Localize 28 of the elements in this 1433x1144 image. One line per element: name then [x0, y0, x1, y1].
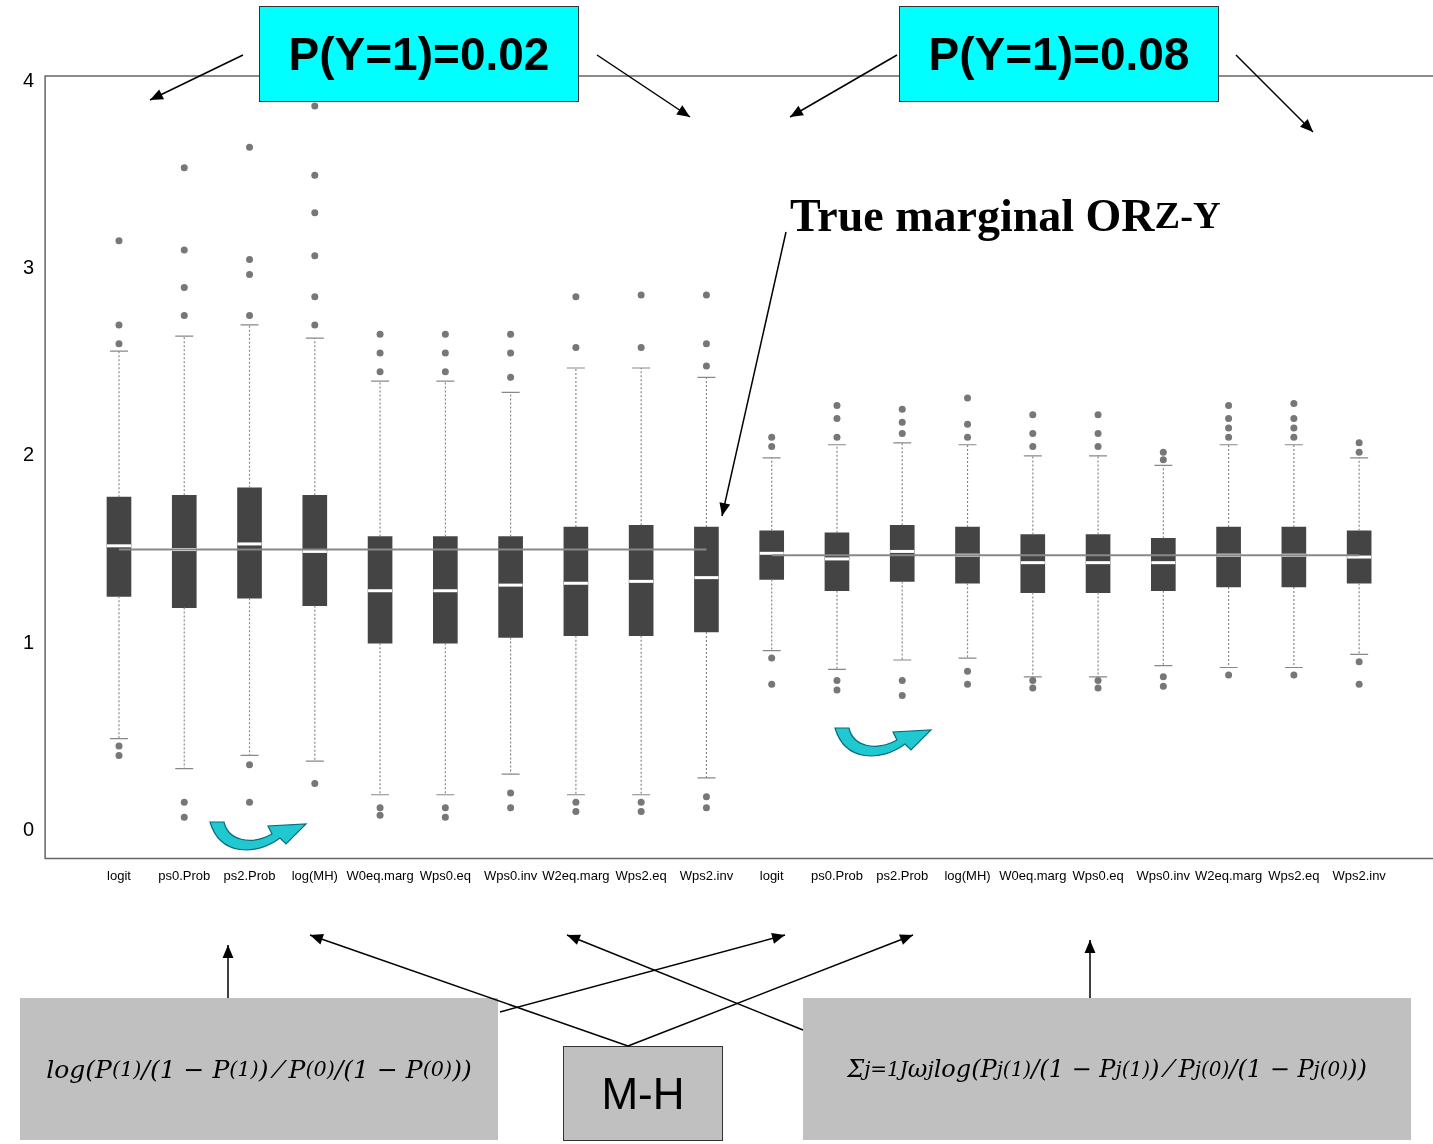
x-tick-label: W0eq.marg: [346, 867, 414, 883]
annotation: P(Y=1)=0.08: [899, 6, 1219, 102]
x-tick-label: Wps2.eq: [615, 867, 667, 883]
y-tick-label: 4: [23, 69, 35, 92]
x-tick-label: log(MH): [944, 867, 991, 883]
x-tick-label: log(MH): [291, 867, 338, 883]
x-tick-label: logit: [107, 867, 132, 883]
y-tick-label: 3: [23, 256, 35, 279]
x-tick-label: ps2.Prob: [223, 867, 276, 883]
y-tick-label: 2: [23, 443, 35, 466]
text: M-H: [563, 1046, 723, 1141]
x-tick-label: Wps2.eq: [1268, 867, 1320, 883]
y-tick-label: 0: [23, 817, 35, 840]
x-tick-label: ps2.Prob: [876, 867, 929, 883]
x-tick-label: Wps2.inv: [1332, 867, 1387, 883]
x-tick-label: W2eq.marg: [1195, 867, 1263, 883]
x-tick-label: Wps2.inv: [679, 867, 734, 883]
x-tick-label: ps0.Prob: [158, 867, 211, 883]
x-tick-label: ps0.Prob: [810, 867, 863, 883]
x-tick-label: Wps0.eq: [1072, 867, 1124, 883]
x-tick-label: W2eq.marg: [542, 867, 610, 883]
x-tick-label: Wps0.inv: [483, 867, 538, 883]
x-tick-label: Wps0.eq: [419, 867, 471, 883]
x-tick-label: logit: [759, 867, 784, 883]
x-tick-label: Wps0.inv: [1136, 867, 1191, 883]
y-tick-label: 1: [23, 630, 35, 653]
annotation: P(Y=1)=0.02: [259, 6, 579, 102]
x-tick-label: W0eq.marg: [999, 867, 1067, 883]
